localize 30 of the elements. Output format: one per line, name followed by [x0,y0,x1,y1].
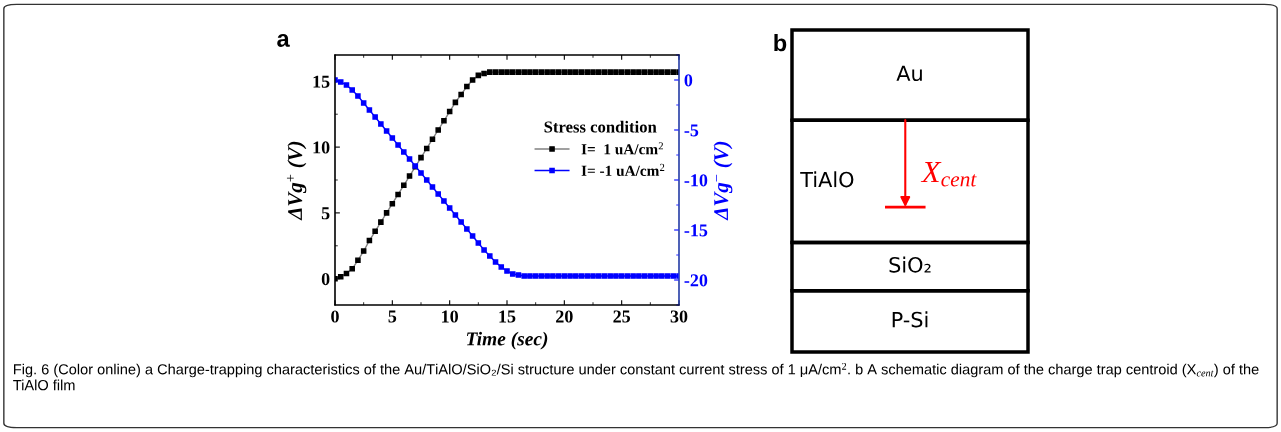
text: Fig. 6 (Color online) a Charge-trapping characteristics of the Au/TiAlO/SiO₂/Si structure under constant current stress of 1 μA/cm$^{2}$. b A schematic diagram of the charge trap centroid (X$_{cent}$) of the TiAlO film [13,362,1259,391]
legend-title: Stress condition [544,120,657,133]
x-tick-label: 25 [613,310,631,323]
x-tick-label: 5 [388,310,397,323]
x-axis-title: Time (sec) [466,331,548,350]
y2-tick-label: -20 [684,274,708,287]
y-axis-title: ΔVg$^{+}$ (V) [286,141,307,221]
y-tick-label: 0 [321,272,330,286]
text: P-Si [892,311,928,328]
y2-tick-label: 0 [684,74,693,87]
x-tick-label: 15 [499,310,516,323]
legend-label: I= -1 uA/cm$^{2}$ [581,163,665,176]
legend-label: I= 1 uA/cm$^{2}$ [581,142,663,155]
x-tick-label: 20 [556,310,573,323]
text: TiAlO [800,171,854,188]
chart-title: a [277,33,290,47]
x-tick-label: 10 [442,310,459,323]
text: SiO₂ [889,256,931,273]
y2-tick-label: -5 [684,124,699,137]
x-tick-label: 30 [670,310,688,323]
x-tick-label: 0 [331,310,339,323]
y2-tick-label: -10 [684,174,708,187]
text: Au [896,65,922,82]
text: b [774,34,787,52]
y-tick-label: 5 [321,207,330,220]
text: X$_{cent}$ [920,162,977,187]
y2-tick-label: -15 [684,224,708,237]
y-tick-label: 10 [313,141,330,154]
y2-axis-title: ΔVg$^{−}$ (V) [713,141,733,221]
y-tick-label: 15 [313,75,330,88]
